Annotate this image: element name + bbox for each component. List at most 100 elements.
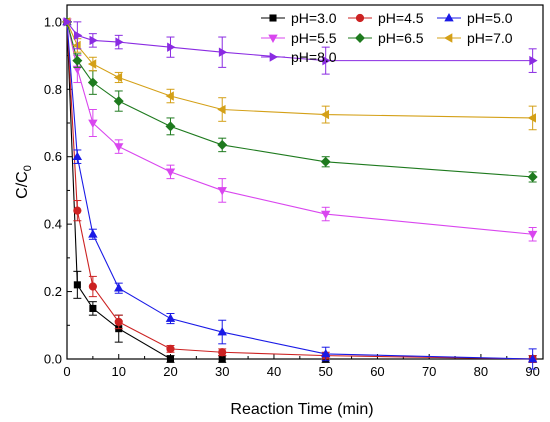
series-ph-6-5 bbox=[62, 16, 538, 183]
data-point bbox=[320, 156, 331, 167]
data-point bbox=[321, 210, 331, 220]
legend-item: pH=5.5 bbox=[261, 30, 337, 46]
legend-label: pH=8.0 bbox=[291, 49, 337, 65]
legend-item: pH=6.5 bbox=[348, 30, 424, 46]
data-point bbox=[165, 91, 174, 101]
series-line bbox=[66, 21, 533, 360]
data-point bbox=[444, 13, 454, 22]
data-point bbox=[113, 96, 124, 107]
series-ph-5-0 bbox=[62, 16, 538, 370]
y-tick-label: 1.0 bbox=[44, 14, 62, 29]
data-point bbox=[63, 17, 72, 27]
data-point bbox=[217, 104, 226, 115]
data-point bbox=[166, 355, 175, 363]
legend-label: pH=5.5 bbox=[291, 30, 337, 46]
data-point bbox=[167, 42, 176, 52]
y-axis-title-subscript: 0 bbox=[22, 165, 34, 171]
data-point bbox=[114, 283, 124, 292]
legend-item: pH=3.0 bbox=[261, 10, 337, 26]
data-point bbox=[527, 171, 538, 182]
data-point bbox=[73, 281, 81, 289]
x-tick-label: 50 bbox=[318, 364, 332, 379]
data-point bbox=[269, 14, 277, 22]
data-point bbox=[88, 119, 98, 128]
data-point bbox=[115, 37, 124, 47]
legend-label: pH=3.0 bbox=[291, 10, 337, 26]
series-layer bbox=[62, 16, 538, 370]
data-point bbox=[165, 121, 176, 132]
data-point bbox=[218, 348, 227, 357]
x-tick-label: 40 bbox=[267, 364, 281, 379]
data-point bbox=[527, 354, 538, 363]
data-point bbox=[218, 355, 226, 363]
y-tick-label: 0.4 bbox=[44, 217, 62, 232]
legend-label: pH=6.5 bbox=[378, 30, 424, 46]
x-tick-label: 60 bbox=[370, 364, 384, 379]
y-axis-title: C/C0 bbox=[14, 165, 34, 199]
legend-label: pH=4.5 bbox=[378, 10, 424, 26]
data-point bbox=[114, 317, 123, 327]
data-point bbox=[165, 168, 176, 177]
series-ph-3-0 bbox=[63, 18, 537, 363]
data-point bbox=[529, 55, 538, 66]
legend-item: pH=7.0 bbox=[437, 30, 513, 46]
data-point bbox=[218, 47, 228, 57]
x-tick-label: 20 bbox=[163, 364, 177, 379]
legend: pH=3.0 pH=4.5 pH=5.0 pH=5.5 pH=6.5 pH=7.0 pH=8… bbox=[261, 10, 513, 65]
y-axis-title-main: C/C bbox=[14, 171, 31, 199]
x-axis: 0 10 20 30 40 50 60 70 80 90 bbox=[63, 354, 540, 379]
data-point bbox=[88, 282, 97, 291]
legend-label: pH=5.0 bbox=[467, 10, 513, 26]
data-point bbox=[72, 40, 81, 51]
data-point bbox=[269, 52, 278, 62]
series-line bbox=[66, 21, 533, 178]
data-point bbox=[322, 55, 331, 66]
legend-label: pH=7.0 bbox=[467, 30, 513, 46]
x-tick-label: 90 bbox=[525, 364, 539, 379]
data-point bbox=[527, 113, 536, 123]
data-point bbox=[72, 55, 83, 66]
data-point bbox=[88, 229, 98, 238]
data-point bbox=[268, 34, 278, 43]
series-line bbox=[66, 21, 533, 360]
data-point bbox=[217, 187, 227, 196]
data-point bbox=[72, 151, 83, 161]
y-tick-label: 0.8 bbox=[44, 82, 62, 97]
data-point bbox=[87, 77, 98, 88]
legend-item: pH=8.0 bbox=[261, 49, 337, 65]
data-point bbox=[355, 33, 365, 43]
x-tick-label: 30 bbox=[215, 364, 229, 379]
x-axis-title: Reaction Time (min) bbox=[230, 401, 373, 418]
y-tick-label: 0.0 bbox=[44, 352, 62, 367]
data-point bbox=[74, 30, 83, 41]
series-ph-4-5 bbox=[62, 17, 537, 364]
data-point bbox=[165, 313, 176, 322]
y-tick-label: 0.2 bbox=[44, 284, 62, 299]
data-point bbox=[113, 72, 123, 83]
x-tick-label: 80 bbox=[474, 364, 488, 379]
x-tick-label: 10 bbox=[112, 364, 126, 379]
data-point bbox=[321, 348, 331, 358]
data-point bbox=[320, 109, 330, 120]
data-point bbox=[87, 59, 97, 69]
y-axis: 0.0 0.2 0.4 0.6 0.8 1.0 bbox=[44, 14, 72, 367]
data-point bbox=[89, 35, 98, 46]
data-point bbox=[166, 344, 175, 353]
series-line bbox=[66, 21, 533, 235]
x-tick-label: 0 bbox=[63, 364, 70, 379]
data-point bbox=[89, 304, 97, 312]
series-ph-8-0 bbox=[63, 17, 538, 75]
series-ph-5-5 bbox=[62, 18, 538, 242]
data-point bbox=[114, 143, 124, 152]
legend-item: pH=4.5 bbox=[348, 10, 424, 26]
data-point bbox=[355, 13, 365, 23]
plot-area: 0 10 20 30 40 50 60 70 80 90 0.0 0.2 0.4 0.6 0.8 1.0 bbox=[44, 4, 544, 379]
y-tick-label: 0.6 bbox=[44, 149, 62, 164]
data-point bbox=[217, 139, 228, 150]
data-point bbox=[217, 327, 227, 336]
data-point bbox=[527, 230, 538, 240]
legend-item: pH=5.0 bbox=[437, 10, 513, 26]
data-point bbox=[444, 33, 453, 43]
data-point bbox=[73, 206, 82, 215]
